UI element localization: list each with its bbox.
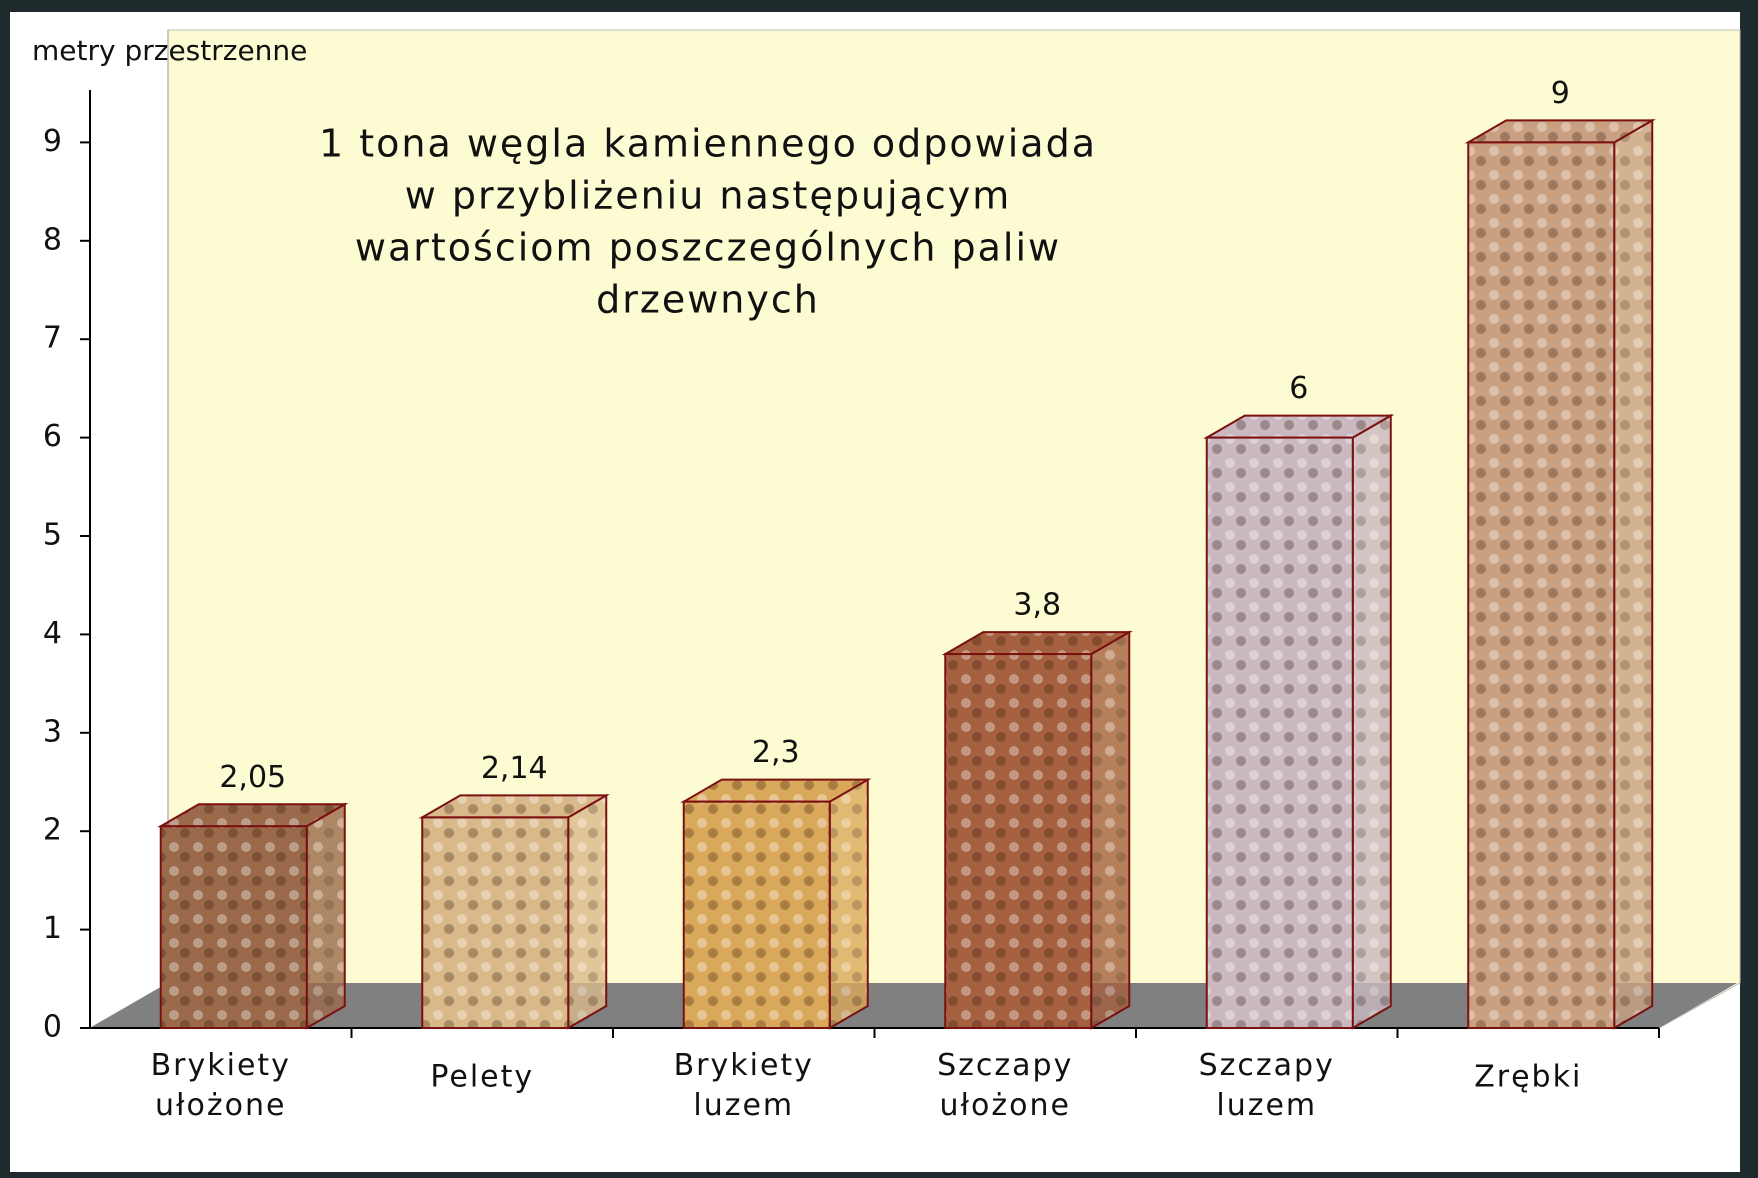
bar-side	[1353, 416, 1391, 1028]
x-tick-label-line: luzem	[693, 1088, 794, 1123]
bar-side	[568, 795, 606, 1028]
y-tick-label: 4	[43, 616, 62, 651]
y-tick-label: 8	[43, 222, 62, 257]
page: metry przestrzenne 1 tona węgla kamienne…	[0, 0, 1758, 1178]
y-tick-label: 3	[43, 714, 62, 749]
value-label: 2,05	[219, 760, 286, 795]
bar	[684, 780, 868, 1028]
y-tick-label: 1	[43, 911, 62, 946]
bar-side	[1614, 120, 1652, 1028]
bar-side	[1091, 632, 1129, 1028]
x-tick-label-line: ułożone	[940, 1088, 1071, 1123]
bar-front	[422, 817, 568, 1028]
bar-front	[161, 826, 307, 1028]
chart: metry przestrzenne 1 tona węgla kamienne…	[0, 0, 1758, 1178]
bar-front	[945, 654, 1091, 1028]
bar-front	[684, 802, 830, 1028]
bar-front	[1207, 438, 1353, 1028]
x-tick-label-line: luzem	[1216, 1088, 1317, 1123]
y-tick-label: 9	[43, 124, 62, 159]
bar	[1468, 120, 1652, 1028]
bar-front	[1468, 142, 1614, 1028]
x-tick-label-line: ułożone	[155, 1088, 286, 1123]
bar	[161, 804, 345, 1028]
bar	[1207, 416, 1391, 1028]
bar	[945, 632, 1129, 1028]
y-tick-label: 0	[43, 1010, 62, 1045]
annotation-line: 1 tona węgla kamiennego odpowiada	[319, 122, 1097, 166]
x-tick-label: Pelety	[430, 1060, 534, 1095]
annotation-line: wartościom poszczególnych paliw	[355, 226, 1061, 270]
bar-side	[830, 780, 868, 1028]
value-label: 6	[1289, 371, 1308, 406]
y-tick-label: 7	[43, 321, 62, 356]
y-tick-label: 6	[43, 419, 62, 454]
value-label: 2,3	[752, 735, 800, 770]
x-tick-label-line: Szczapy	[1199, 1048, 1335, 1083]
annotation-line: drzewnych	[596, 278, 820, 322]
x-tick-label: Zrębki	[1474, 1060, 1582, 1095]
annotation-line: w przybliżeniu następującym	[405, 174, 1012, 218]
y-tick-label: 5	[43, 518, 62, 553]
value-label: 3,8	[1013, 588, 1061, 623]
bar-side	[307, 804, 345, 1028]
y-tick-label: 2	[43, 813, 62, 848]
y-axis-label: metry przestrzenne	[32, 34, 307, 67]
bar	[422, 795, 606, 1028]
x-tick-label-line: Brykiety	[674, 1048, 814, 1083]
value-label: 2,14	[481, 751, 548, 786]
x-tick-label-line: Brykiety	[151, 1048, 291, 1083]
x-tick-label-line: Szczapy	[937, 1048, 1073, 1083]
value-label: 9	[1551, 76, 1570, 111]
